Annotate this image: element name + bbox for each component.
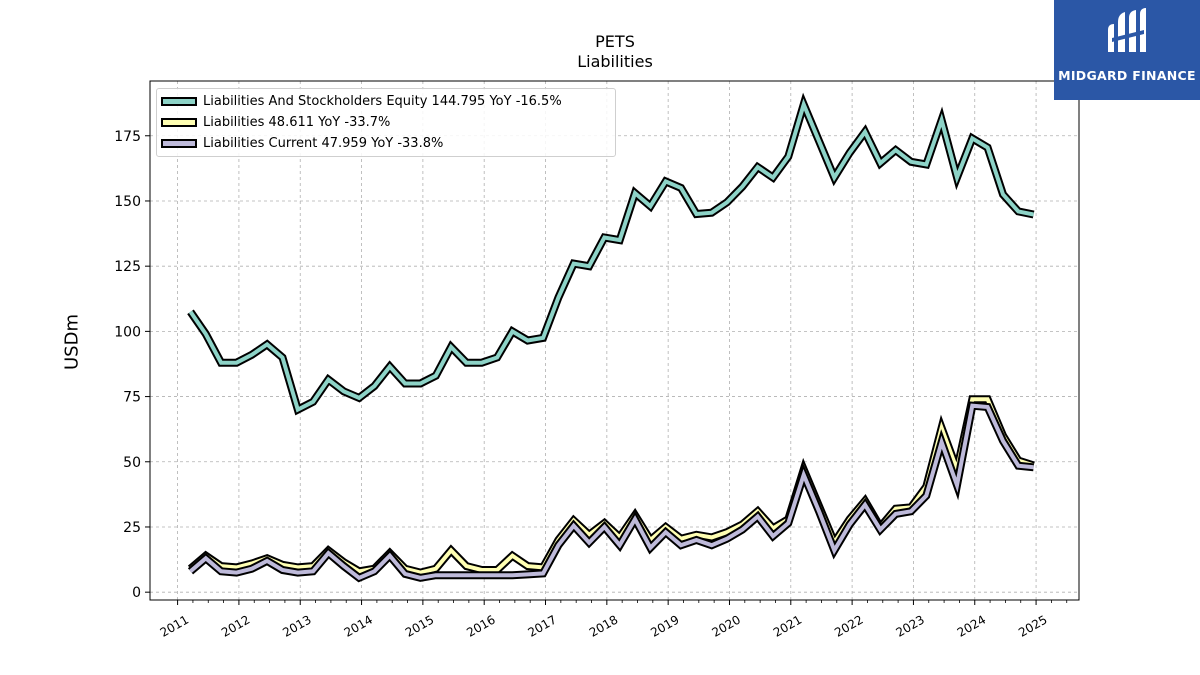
legend-label: Liabilities Current 47.959 YoY -33.8% — [203, 135, 444, 151]
legend-swatch — [161, 138, 197, 148]
x-tick-label: 2025 — [1016, 612, 1049, 639]
x-tick-label: 2017 — [526, 612, 559, 639]
legend-swatch — [161, 96, 197, 106]
x-tick-label: 2011 — [158, 612, 191, 639]
x-tick-label: 2013 — [280, 612, 313, 639]
y-tick-label: 125 — [114, 259, 141, 275]
chart-title: PETS — [595, 32, 635, 51]
series-lines — [187, 92, 1035, 583]
y-tick-label: 175 — [114, 129, 141, 145]
x-tick-label: 2021 — [771, 612, 804, 639]
chart-subtitle: Liabilities — [577, 52, 653, 71]
series-line — [189, 397, 1035, 575]
series-line-outline — [187, 401, 1035, 583]
series-line — [188, 98, 1034, 413]
legend-label: Liabilities 48.611 YoY -33.7% — [203, 114, 391, 130]
legend-entry: Liabilities And Stockholders Equity 144.… — [161, 91, 562, 111]
x-tick-label: 2015 — [403, 612, 436, 639]
midgard-logo-icon — [1108, 8, 1146, 52]
brand-name: MIDGARD FINANCE — [1058, 68, 1196, 83]
y-tick-label: 50 — [123, 455, 141, 471]
y-tick-label: 75 — [123, 390, 141, 406]
plot-frame — [149, 80, 1080, 601]
legend-swatch — [161, 117, 197, 127]
x-tick-label: 2014 — [342, 612, 375, 639]
legend-entry: Liabilities Current 47.959 YoY -33.8% — [161, 133, 443, 153]
legend: Liabilities And Stockholders Equity 144.… — [156, 88, 616, 157]
axes: 0 25 50 75 100 125 150 175 2011 2012 2013 2014 2015 2… — [114, 80, 1080, 640]
x-tick-label: 2018 — [587, 612, 620, 639]
legend-entry: Liabilities 48.611 YoY -33.7% — [161, 112, 390, 132]
y-tick-label: 25 — [123, 520, 141, 536]
series-line-outline — [187, 395, 1035, 577]
x-tick-label: 2023 — [893, 612, 926, 639]
y-tick-label: 150 — [114, 194, 141, 210]
x-tick-label: 2016 — [464, 612, 497, 639]
x-tick-label: 2022 — [832, 612, 865, 639]
brand-logo: MIDGARD FINANCE — [1054, 0, 1200, 100]
x-tick-label: 2024 — [955, 612, 988, 639]
y-axis-label: USDm — [61, 314, 83, 370]
legend-label: Liabilities And Stockholders Equity 144.… — [203, 93, 562, 109]
y-tick-label: 0 — [132, 585, 141, 601]
x-tick-label: 2019 — [648, 612, 681, 639]
x-tick-label: 2020 — [710, 612, 743, 639]
x-tick-label: 2012 — [219, 612, 252, 639]
y-tick-label: 100 — [114, 324, 141, 340]
series-line — [189, 403, 1034, 581]
gridlines — [150, 81, 1079, 600]
